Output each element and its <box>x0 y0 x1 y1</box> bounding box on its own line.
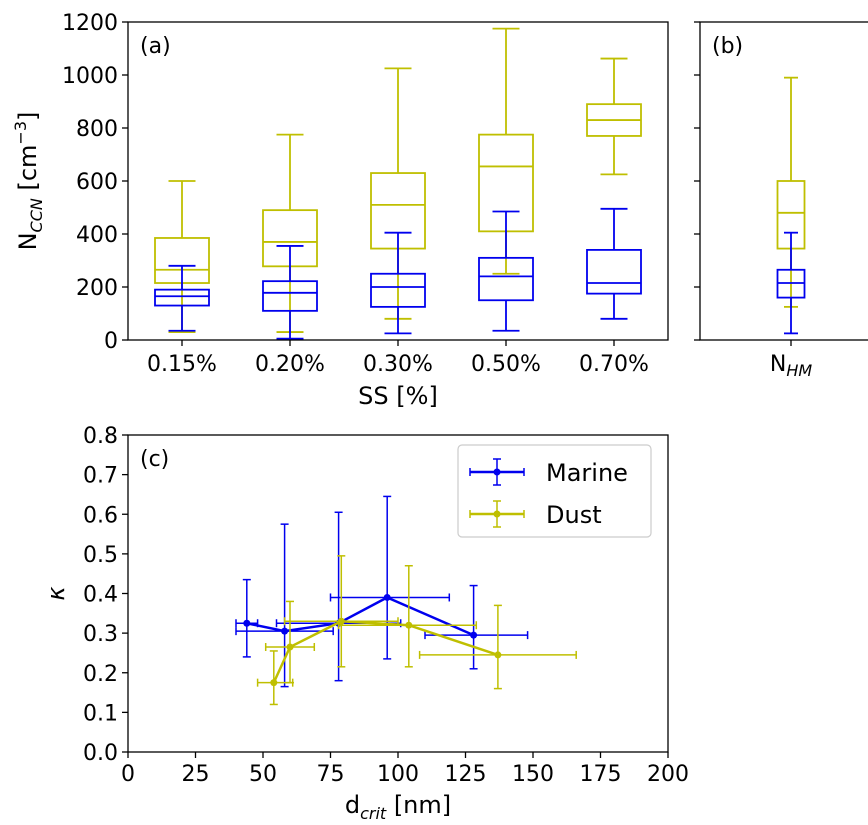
legend-marker <box>493 510 501 518</box>
panel-c-label: (c) <box>140 447 169 472</box>
x-tick-label: 0.70% <box>579 352 649 377</box>
y-tick-label: 200 <box>76 276 118 301</box>
nhm-main: N <box>770 352 786 377</box>
y-tick-label: 1000 <box>62 64 118 89</box>
x-tick-label: 25 <box>182 762 210 787</box>
legend-item-marine: Marine <box>469 458 628 487</box>
marine-box-4-box <box>478 256 534 302</box>
y-title-subscript: CCN <box>27 198 46 232</box>
panel-a-label: (a) <box>140 34 171 59</box>
marine-box-5-box <box>586 248 642 295</box>
panel-a-x-axis-title: SS [%] <box>358 382 438 410</box>
y-tick-label: 800 <box>76 117 118 142</box>
legend-item-dust: Dust <box>469 500 602 529</box>
legend-marker <box>493 468 501 476</box>
x-tick-label: 0.30% <box>363 352 433 377</box>
y-tick-label: 0.2 <box>83 662 118 687</box>
nhm-subscript: HM <box>786 361 812 380</box>
y-tick-label: 0.5 <box>83 543 118 568</box>
x-tick-label: 100 <box>377 762 419 787</box>
marine-box-3-box <box>370 272 426 308</box>
y-tick-label: 0.3 <box>83 622 118 647</box>
panel-a-y-ticks: 0 200 400 600 800 1000 1200 <box>62 11 128 354</box>
x-tick-label: 0.20% <box>255 352 325 377</box>
y-tick-label: 400 <box>76 223 118 248</box>
y-tick-label: 0.1 <box>83 701 118 726</box>
legend-label: Dust <box>546 501 602 529</box>
y-tick-label: 0 <box>104 329 118 354</box>
y-tick-label: 1200 <box>62 11 118 36</box>
panel-a-x-ticks: 0.15% 0.20% 0.30% 0.50% 0.70% <box>147 340 649 377</box>
y-tick-label: 0.4 <box>83 583 118 608</box>
marine-point <box>243 619 251 627</box>
panel-c-y-axis-title: κ <box>42 586 70 601</box>
y-tick-label: 0.7 <box>83 464 118 489</box>
x-title-subscript: crit <box>360 804 387 823</box>
y-tick-label: 0.6 <box>83 503 118 528</box>
y-title-superscript: −3 <box>11 121 30 145</box>
x-title-main: d <box>345 791 360 819</box>
panel-a: 0 200 400 600 800 1000 1200 0.15% 0.20% 0.30% 0.5… <box>11 11 669 410</box>
panel-c-x-ticks: 0 25 50 75 100 125 150 175 200 <box>121 752 689 787</box>
dust-point <box>405 621 413 629</box>
x-tick-label: 125 <box>445 762 487 787</box>
y-title-unit: [cm <box>14 145 42 199</box>
panel-c-series <box>235 495 577 706</box>
dust-point <box>337 617 345 625</box>
x-tick-label: 75 <box>317 762 345 787</box>
panel-b-boxes <box>776 76 806 335</box>
marine-point <box>281 627 289 635</box>
x-tick-label: 200 <box>647 762 689 787</box>
y-title-close: ] <box>14 112 42 121</box>
legend-label: Marine <box>546 459 628 487</box>
panel-c-y-ticks: 0.0 0.1 0.2 0.3 0.4 0.5 0.6 0.7 0.8 <box>83 424 128 766</box>
marine-line <box>246 596 475 637</box>
x-title-unit: [nm] <box>386 791 451 819</box>
panel-a-series-marine <box>154 207 642 340</box>
panel-b-series-dust <box>776 76 806 308</box>
marine-point <box>470 631 478 639</box>
panel-b-label: (b) <box>712 34 743 59</box>
x-tick-label: 0 <box>121 762 135 787</box>
x-tick-label: 175 <box>580 762 622 787</box>
legend: Marine Dust <box>457 444 652 538</box>
dust-point <box>270 679 278 687</box>
marine-box-2-box <box>262 280 318 312</box>
dust-point <box>286 643 294 651</box>
x-tick-label: 0.50% <box>471 352 541 377</box>
panel-b-series-marine <box>776 231 806 335</box>
series-dust <box>256 555 577 706</box>
marine-point <box>383 593 391 601</box>
panel-a-boxes <box>154 27 642 340</box>
panel-b-x-tick-label: NHM <box>770 352 813 380</box>
y-title-main: N <box>14 232 42 250</box>
dust-point <box>494 651 502 659</box>
marine-box-1-box <box>154 288 210 307</box>
panel-c: 0.0 0.1 0.2 0.3 0.4 0.5 0.6 0.7 0.8 0 25 50 75 100 12… <box>42 424 689 823</box>
x-tick-label: 150 <box>512 762 554 787</box>
x-tick-label: 50 <box>249 762 277 787</box>
y-tick-label: 600 <box>76 170 118 195</box>
panel-b: (b) NHM <box>694 21 868 380</box>
y-tick-label: 0.8 <box>83 424 118 449</box>
panel-c-x-axis-title: dcrit [nm] <box>345 791 451 823</box>
y-tick-label: 0.0 <box>83 741 118 766</box>
panel-b-y-ticks <box>694 21 792 346</box>
x-tick-label: 0.15% <box>147 352 217 377</box>
panel-a-y-axis-title: NCCN [cm−3] <box>11 112 46 251</box>
